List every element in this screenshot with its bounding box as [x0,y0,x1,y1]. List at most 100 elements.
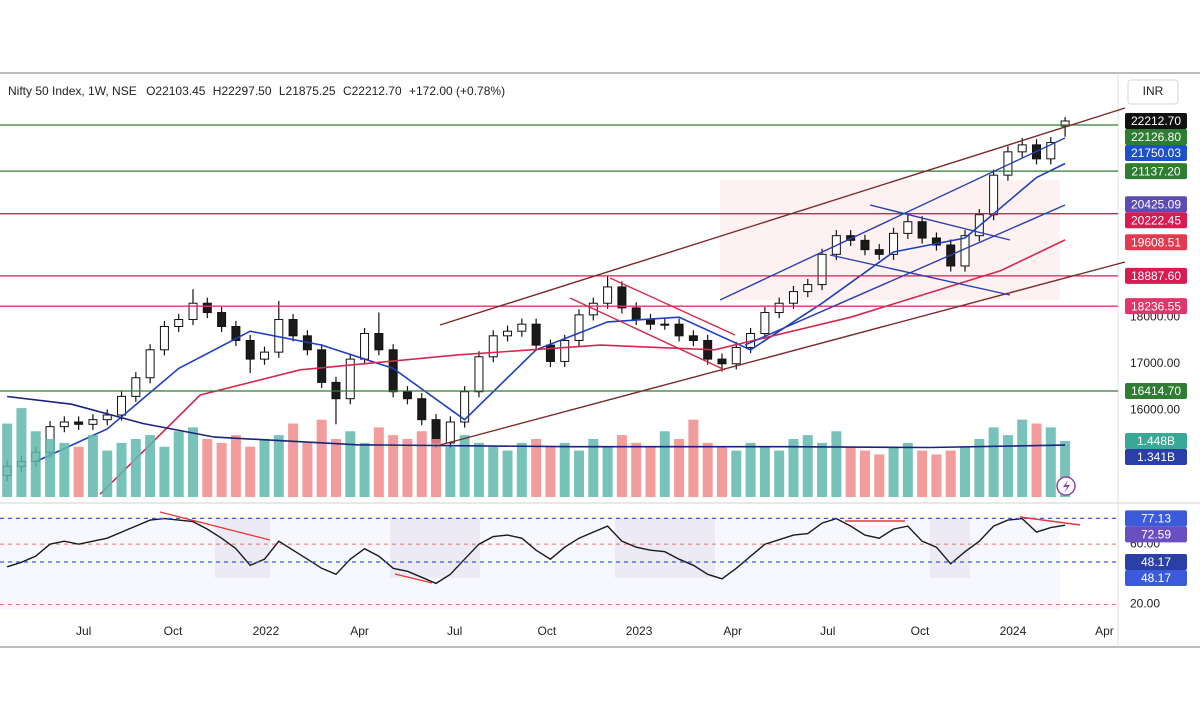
trend-line [439,107,1126,326]
axis-marker-label: 1.341B [1137,450,1175,464]
candle-body [345,358,355,400]
volume-bar [802,435,813,497]
rsi-band [0,518,1060,610]
axis-marker-label: 19608.51 [1131,235,1181,249]
volume-bar [245,446,256,497]
axis-marker [1125,267,1187,284]
x-tick-label: Apr [1095,624,1114,638]
candle-body [503,330,513,337]
volume-bar [960,446,971,497]
candle-body [903,221,913,234]
candle-body [188,302,198,321]
axis-marker-label: 48.17 [1141,571,1171,585]
volume-bar [273,435,284,497]
volume-bar [716,446,727,497]
axis-marker-label: 1.448B [1137,434,1175,448]
line [6,517,1066,585]
volume-bar [659,431,670,497]
ohlc-open: O22103.45 [146,84,206,98]
volume-bar [817,442,828,497]
candle-body [517,323,527,332]
volume-bar [431,439,442,497]
axis-marker [1125,163,1187,180]
candle-body [245,339,255,360]
volume-bar [759,446,770,497]
candle-body [202,302,212,314]
candle-body [1060,120,1070,127]
volume-bar [1060,441,1071,497]
header: Nifty 50 Index, 1W, NSE O22103.45 H22297… [8,84,505,98]
axis-marker [1125,112,1187,129]
volume-bar [1031,423,1042,497]
candle-body [631,307,641,321]
axis-marker [1125,234,1187,251]
volume-bar [259,439,270,497]
event-icon-bolt [1063,480,1070,493]
volume-bar [402,439,413,497]
volume-bar [516,442,527,497]
volume-bar [359,442,370,497]
volume-bar [416,431,427,497]
trend-line [609,277,736,336]
x-tick-label: Apr [350,624,369,638]
candle-body [317,349,327,383]
volume-bar [631,442,642,497]
candle-body [803,284,813,293]
rsi-divergence [1019,516,1081,526]
volume-bar [230,435,241,497]
candle-body [731,346,741,365]
axis-marker [1125,298,1187,315]
candle-body [174,319,184,328]
trend-line [439,261,1126,446]
volume-bar [988,427,999,497]
volume-bar [745,442,756,497]
volume-bar [30,431,41,497]
candle-body [1046,142,1056,160]
volume-bar [917,450,928,497]
candle-body [159,326,169,351]
candle-body [688,335,698,341]
candle-body [931,237,941,246]
volume-bar [902,442,913,497]
axis-marker [1125,196,1187,213]
candle-body [860,239,870,251]
line [99,239,1066,495]
volume-bar [2,423,13,497]
candle-body [960,235,970,267]
candle-body [531,323,541,346]
volume-bar [845,446,856,497]
volume-bar [874,454,885,497]
volume-bar [102,450,113,497]
currency-button[interactable] [1127,79,1179,105]
axis-marker [1125,554,1187,571]
candle-body [145,349,155,379]
candle-body [1017,144,1027,153]
volume-bar [316,419,327,497]
volume-bar [788,439,799,497]
x-tick-label: Jul [820,624,835,638]
volume-bar [388,435,399,497]
trend-lines [159,107,1126,584]
y-tick-label: 17000.00 [1130,356,1180,370]
candle-body [817,253,827,286]
candle-body [645,319,655,325]
volume-bar [16,408,27,497]
volume-bar [588,439,599,497]
volume-bar [73,446,84,497]
y-tick-label: 20.00 [1130,597,1160,611]
axis-marker-label: 16414.70 [1131,384,1181,398]
volume-bar [945,450,956,497]
x-tick-label: Oct [538,624,557,638]
axis-marker [1125,144,1187,161]
candle-body [917,221,927,239]
trend-line [719,137,1066,301]
x-tick-label: Oct [911,624,930,638]
candle-body [402,391,412,400]
volume-bar [731,450,742,497]
x-tick-label: 2022 [253,624,280,638]
instrument: Nifty 50 Index, 1W, NSE [8,84,137,98]
trend-line [829,254,1011,296]
currency[interactable]: INR [1143,84,1164,98]
axis-marker-label: 72.59 [1141,528,1171,542]
